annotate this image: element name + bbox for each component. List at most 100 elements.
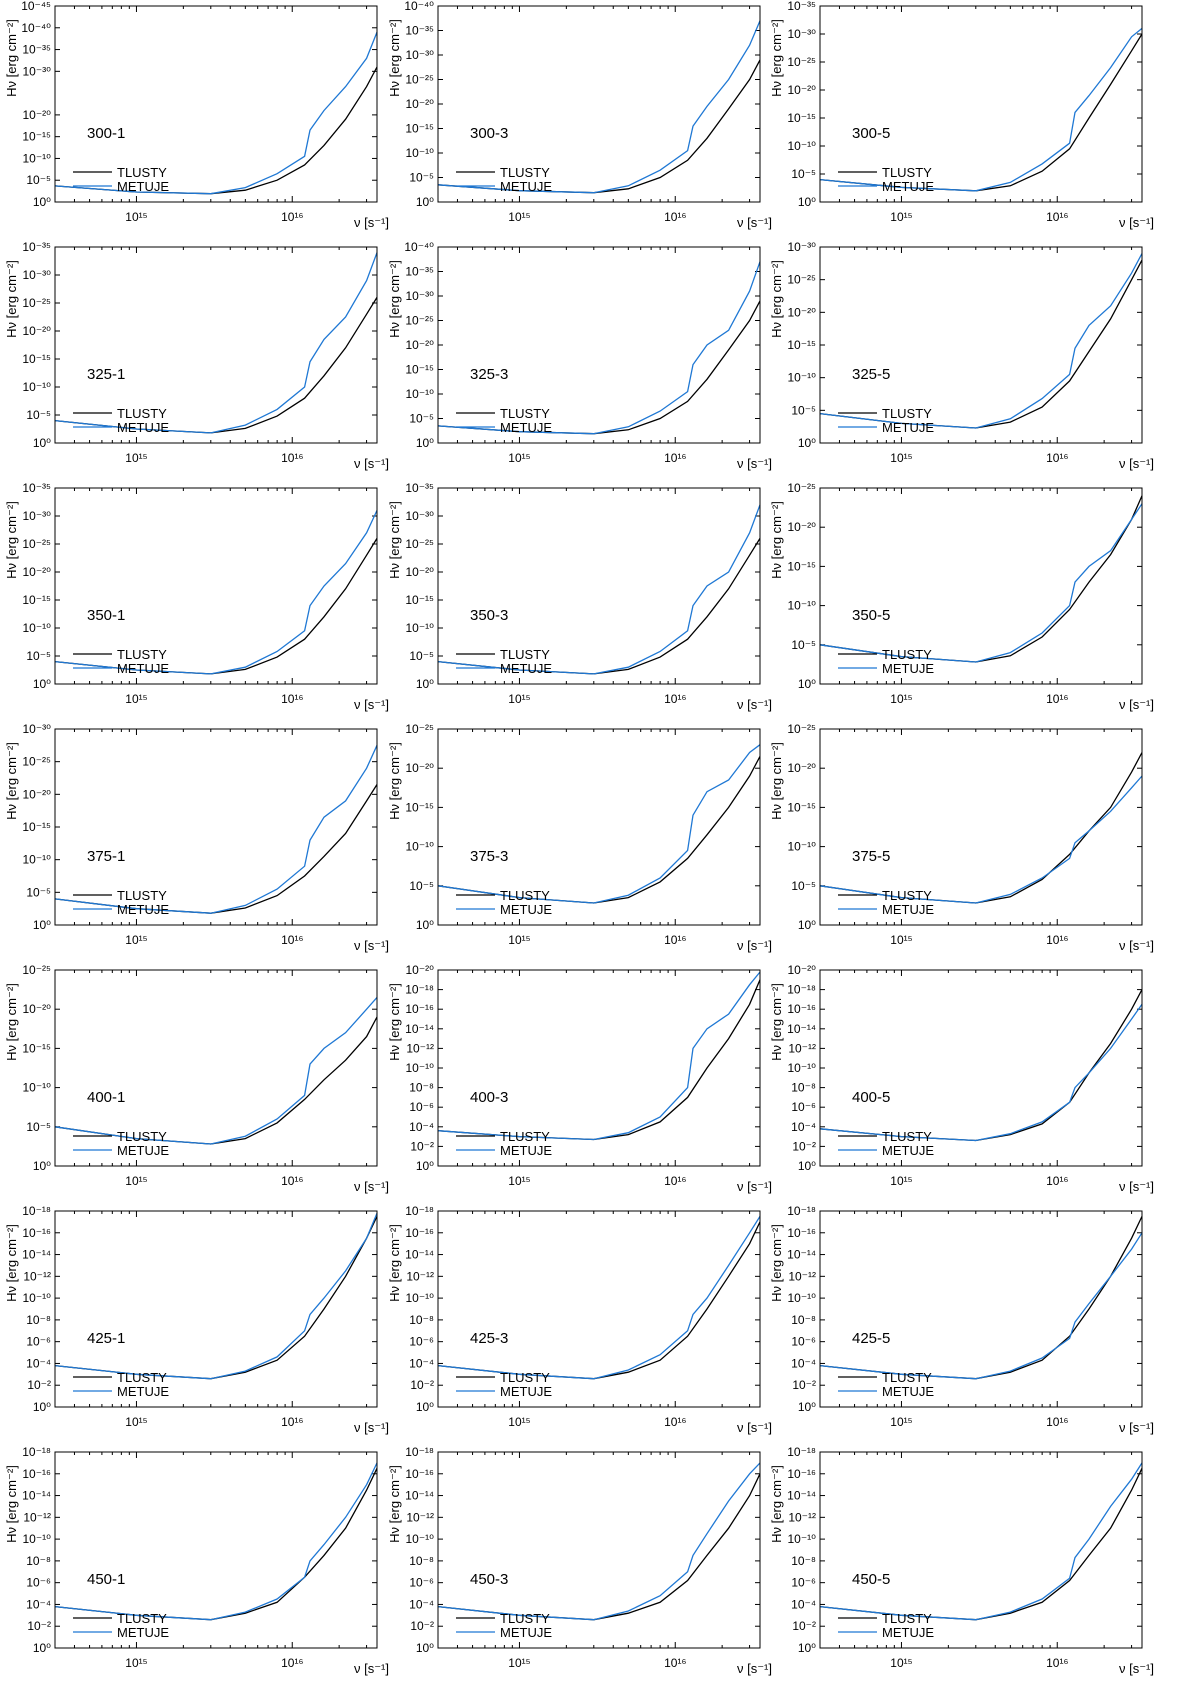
x-axis-label: ν [s⁻¹] xyxy=(737,1179,772,1194)
chart-panel-325-5: 10⁰ 10⁻⁵ 10⁻¹⁰ 10⁻¹⁵ 10⁻²⁰ 10⁻²⁵ 10⁻³⁰ 10¹⁵ 10¹⁶… xyxy=(769,240,1154,471)
series-line-tlusty xyxy=(54,1016,378,1145)
plot-frame xyxy=(54,969,378,1167)
y-tick-label: 10⁻¹⁵ xyxy=(22,130,51,144)
x-tick-label: 10¹⁶ xyxy=(1046,1174,1068,1188)
legend-label: METUJE xyxy=(882,902,934,917)
x-tick-label: 10¹⁵ xyxy=(508,692,530,706)
chart-panel-300-3: 10⁰ 10⁻⁵ 10⁻¹⁰ 10⁻¹⁵ 10⁻²⁰ 10⁻²⁵ 10⁻³⁰ 10⁻³⁵ 10⁻… xyxy=(387,0,772,230)
legend-label: METUJE xyxy=(500,902,552,917)
y-tick-label: 10⁻¹⁸ xyxy=(787,1445,816,1459)
legend-label: TLUSTY xyxy=(882,165,932,180)
y-tick-label: 10⁻²⁰ xyxy=(406,761,435,775)
y-tick-label: 10⁻¹⁰ xyxy=(406,1061,435,1075)
panel-label: 350-3 xyxy=(470,607,508,624)
y-tick-label: 10⁻⁵ xyxy=(791,879,816,893)
panel-label: 450-5 xyxy=(852,1571,890,1588)
y-tick-label: 10⁻¹⁴ xyxy=(787,1022,816,1036)
y-axis-label: Hν [erg cm⁻²] xyxy=(4,1224,19,1302)
y-tick-label: 10⁻¹⁵ xyxy=(405,122,434,136)
y-tick-label: 10⁻⁵ xyxy=(409,412,434,426)
y-tick-label: 10⁻⁴⁵ xyxy=(21,0,51,13)
y-tick-label: 10⁰ xyxy=(798,1641,816,1655)
x-tick-label: 10¹⁶ xyxy=(281,1656,303,1670)
x-tick-label: 10¹⁵ xyxy=(508,1174,530,1188)
y-tick-label: 10⁻¹⁵ xyxy=(405,593,434,607)
plot-frame xyxy=(819,1451,1143,1649)
y-tick-label: 10⁻³⁰ xyxy=(23,268,52,282)
legend-label: TLUSTY xyxy=(117,406,167,421)
legend-label: TLUSTY xyxy=(500,165,550,180)
legend-label: TLUSTY xyxy=(500,647,550,662)
y-tick-label: 10⁻²⁵ xyxy=(787,722,816,736)
legend-label: TLUSTY xyxy=(117,647,167,662)
y-tick-label: 10⁻¹⁵ xyxy=(787,800,816,814)
y-tick-label: 10⁻⁵ xyxy=(26,1120,51,1134)
y-tick-label: 10⁻⁵ xyxy=(791,638,816,652)
y-tick-label: 10⁻¹⁰ xyxy=(406,840,435,854)
series-line-tlusty xyxy=(437,756,761,904)
x-axis-label: ν [s⁻¹] xyxy=(354,1179,389,1194)
y-tick-label: 10⁻⁸ xyxy=(26,1313,51,1327)
plot-frame xyxy=(437,1451,761,1649)
y-tick-label: 10⁻²⁵ xyxy=(787,273,816,287)
plot-frame xyxy=(54,246,378,444)
y-tick-label: 10⁻¹⁴ xyxy=(22,1489,51,1503)
legend-label: TLUSTY xyxy=(500,1611,550,1626)
y-axis-label: Hν [erg cm⁻²] xyxy=(4,260,19,338)
legend-label: TLUSTY xyxy=(882,888,932,903)
y-tick-label: 10⁻²⁵ xyxy=(22,963,51,977)
y-tick-label: 10⁻²⁵ xyxy=(405,722,434,736)
y-tick-label: 10⁻² xyxy=(410,1619,434,1633)
y-tick-label: 10⁻⁸ xyxy=(791,1554,816,1568)
plot-frame xyxy=(819,5,1143,203)
chart-panel-450-1: 10⁰ 10⁻² 10⁻⁴ 10⁻⁶ 10⁻⁸ 10⁻¹⁰ 10⁻¹² 10⁻¹⁴ 10⁻¹⁶ 1… xyxy=(4,1445,389,1676)
y-tick-label: 10⁻²⁰ xyxy=(23,324,52,338)
legend-label: METUJE xyxy=(117,661,169,676)
y-tick-label: 10⁻¹⁶ xyxy=(787,1226,816,1240)
y-axis-label: Hν [erg cm⁻²] xyxy=(387,501,402,579)
y-tick-label: 10⁻⁴ xyxy=(26,1356,51,1370)
legend-label: METUJE xyxy=(117,1143,169,1158)
y-tick-label: 10⁻⁴ xyxy=(409,1597,434,1611)
y-tick-label: 10⁻¹⁰ xyxy=(788,840,817,854)
y-tick-label: 10⁻⁵ xyxy=(26,649,51,663)
x-tick-label: 10¹⁵ xyxy=(508,1656,530,1670)
y-tick-label: 10⁻²⁵ xyxy=(405,314,434,328)
y-tick-label: 10⁻²⁵ xyxy=(22,296,51,310)
y-tick-label: 10⁰ xyxy=(416,436,434,450)
y-tick-label: 10⁻⁸ xyxy=(26,1554,51,1568)
y-tick-label: 10⁻² xyxy=(410,1139,434,1153)
x-tick-label: 10¹⁵ xyxy=(890,1174,912,1188)
y-tick-label: 10⁰ xyxy=(798,918,816,932)
series-line-metuje xyxy=(437,1462,761,1621)
y-tick-label: 10⁻¹⁵ xyxy=(22,1041,51,1055)
series-line-metuje xyxy=(54,996,378,1145)
y-tick-label: 10⁻¹⁴ xyxy=(405,1489,434,1503)
y-tick-label: 10⁻¹⁶ xyxy=(787,1002,816,1016)
legend-label: TLUSTY xyxy=(117,888,167,903)
chart-panel-400-5: 10⁰ 10⁻² 10⁻⁴ 10⁻⁶ 10⁻⁸ 10⁻¹⁰ 10⁻¹² 10⁻¹⁴ 10⁻¹⁶ 1… xyxy=(769,963,1154,1194)
y-tick-label: 10⁻¹⁰ xyxy=(406,1291,435,1305)
y-tick-label: 10⁻¹² xyxy=(23,1510,51,1524)
x-tick-label: 10¹⁶ xyxy=(664,1174,686,1188)
x-tick-label: 10¹⁶ xyxy=(1046,451,1068,465)
y-tick-label: 10⁰ xyxy=(33,677,51,691)
legend-label: METUJE xyxy=(117,1384,169,1399)
y-tick-label: 10⁻³⁵ xyxy=(787,0,816,13)
chart-panel-350-1: 10⁰ 10⁻⁵ 10⁻¹⁰ 10⁻¹⁵ 10⁻²⁰ 10⁻²⁵ 10⁻³⁰ 10⁻³⁵ 10¹… xyxy=(4,481,389,712)
x-axis-label: ν [s⁻¹] xyxy=(1119,1179,1154,1194)
y-tick-label: 10⁻²⁰ xyxy=(23,787,52,801)
series-line-metuje xyxy=(54,1212,378,1380)
y-tick-label: 10⁻¹⁴ xyxy=(787,1248,816,1262)
y-tick-label: 10⁻²⁵ xyxy=(405,537,434,551)
y-tick-label: 10⁻²⁰ xyxy=(23,1002,52,1016)
y-tick-label: 10⁻²⁰ xyxy=(406,338,435,352)
y-tick-label: 10⁻¹⁰ xyxy=(23,853,52,867)
legend-label: TLUSTY xyxy=(882,1370,932,1385)
series-line-metuje xyxy=(819,1003,1143,1142)
y-tick-label: 10⁻¹⁰ xyxy=(23,380,52,394)
y-tick-label: 10⁻¹⁰ xyxy=(406,1532,435,1546)
y-tick-label: 10⁻⁴⁰ xyxy=(404,240,434,254)
y-tick-label: 10⁻¹⁸ xyxy=(405,1204,434,1218)
legend-label: METUJE xyxy=(882,661,934,676)
